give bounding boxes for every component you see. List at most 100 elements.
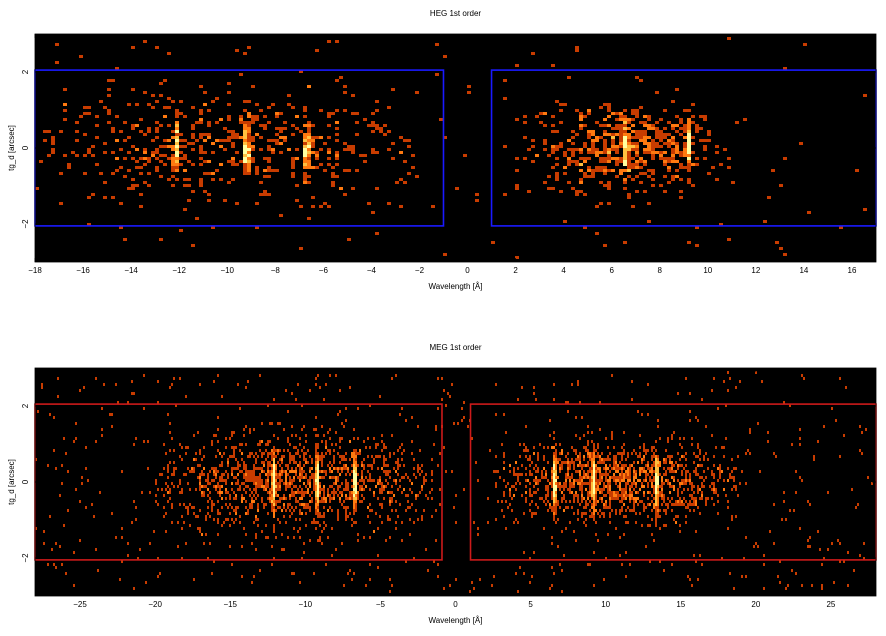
event-pixel (147, 103, 151, 106)
event-pixel (687, 139, 691, 142)
event-pixel (259, 181, 263, 184)
event-pixel (609, 521, 611, 524)
event-pixel (387, 515, 389, 518)
event-pixel (743, 118, 747, 121)
event-pixel (591, 506, 593, 509)
event-pixel (287, 103, 291, 106)
event-pixel (211, 443, 213, 446)
event-pixel (255, 491, 257, 494)
event-pixel (247, 139, 251, 142)
event-pixel (199, 473, 201, 476)
event-pixel (205, 518, 207, 521)
event-pixel (591, 479, 593, 482)
event-pixel (361, 464, 363, 467)
event-pixel (819, 548, 821, 551)
event-pixel (689, 482, 691, 485)
event-pixel (325, 446, 327, 449)
event-pixel (573, 467, 575, 470)
event-pixel (553, 572, 555, 575)
event-pixel (625, 497, 627, 500)
event-pixel (537, 482, 539, 485)
event-pixel (495, 413, 497, 416)
event-pixel (221, 485, 223, 488)
event-pixel (321, 530, 323, 533)
event-pixel (173, 485, 175, 488)
event-pixel (559, 458, 561, 461)
event-pixel (315, 383, 317, 386)
event-pixel (415, 509, 417, 512)
event-pixel (321, 476, 323, 479)
event-pixel (457, 422, 459, 425)
event-pixel (85, 506, 87, 509)
event-pixel (345, 494, 347, 497)
event-pixel (635, 109, 639, 112)
event-pixel (409, 506, 411, 509)
event-pixel (299, 461, 301, 464)
event-pixel (595, 205, 599, 208)
event-pixel (371, 148, 375, 151)
event-pixel (609, 470, 611, 473)
event-pixel (545, 497, 547, 500)
event-pixel (273, 479, 275, 482)
event-pixel (761, 380, 763, 383)
event-pixel (689, 500, 691, 503)
event-pixel (735, 467, 737, 470)
event-pixel (307, 181, 311, 184)
event-pixel (199, 482, 201, 485)
event-pixel (307, 166, 311, 169)
event-pixel (237, 479, 239, 482)
event-pixel (301, 488, 303, 491)
event-pixel (775, 455, 777, 458)
event-pixel (363, 464, 365, 467)
event-pixel (257, 482, 259, 485)
event-pixel (83, 154, 87, 157)
event-pixel (297, 464, 299, 467)
event-pixel (595, 479, 597, 482)
event-pixel (317, 464, 319, 467)
event-pixel (201, 491, 203, 494)
event-pixel (79, 500, 81, 503)
event-pixel (623, 479, 625, 482)
event-pixel (91, 154, 95, 157)
event-pixel (175, 178, 179, 181)
event-pixel (329, 437, 331, 440)
event-pixel (779, 184, 783, 187)
event-pixel (503, 193, 507, 196)
event-pixel (683, 488, 685, 491)
event-pixel (241, 452, 243, 455)
event-pixel (553, 476, 555, 479)
event-pixel (223, 199, 227, 202)
event-pixel (111, 196, 115, 199)
event-pixel (227, 518, 229, 521)
event-pixel (199, 488, 201, 491)
event-pixel (301, 470, 303, 473)
event-pixel (271, 422, 273, 425)
event-pixel (615, 458, 617, 461)
event-pixel (339, 410, 341, 413)
event-pixel (811, 584, 813, 587)
event-pixel (203, 151, 207, 154)
event-pixel (239, 470, 241, 473)
event-pixel (607, 488, 609, 491)
event-pixel (401, 539, 403, 542)
event-pixel (225, 503, 227, 506)
event-pixel (577, 518, 579, 521)
event-pixel (171, 100, 175, 103)
event-pixel (559, 443, 561, 446)
event-pixel (309, 485, 311, 488)
event-pixel (343, 142, 347, 145)
event-pixel (253, 479, 255, 482)
event-pixel (269, 452, 271, 455)
event-pixel (313, 572, 315, 575)
event-pixel (287, 440, 289, 443)
event-pixel (243, 154, 247, 157)
event-pixel (315, 485, 317, 488)
event-pixel (549, 587, 551, 590)
event-pixel (297, 500, 299, 503)
event-pixel (71, 151, 75, 154)
event-pixel (371, 124, 375, 127)
event-pixel (53, 416, 55, 419)
event-pixel (515, 118, 519, 121)
event-pixel (491, 241, 495, 244)
event-pixel (605, 494, 607, 497)
